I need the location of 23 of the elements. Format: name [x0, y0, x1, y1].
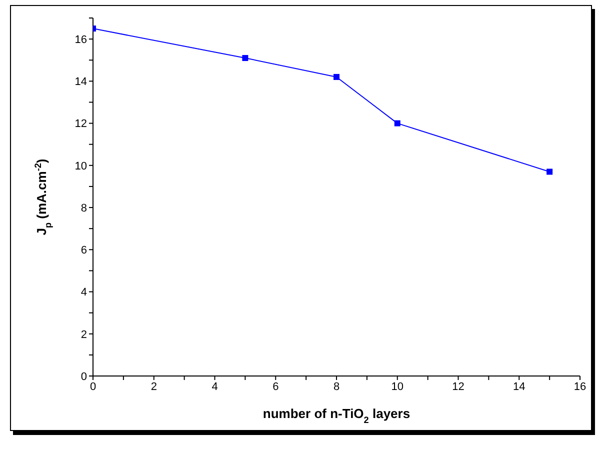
x-tick-label: 6 [272, 380, 279, 393]
y-tick-label: 12 [74, 118, 87, 130]
y-tick-label: 14 [74, 76, 87, 88]
point [334, 74, 340, 80]
point [394, 120, 400, 126]
y-tick-label: 16 [74, 34, 87, 46]
y-tick-label: 4 [80, 286, 87, 299]
y-tick-label: 8 [80, 202, 87, 214]
y-tick-label: 10 [74, 160, 87, 172]
y-tick-label: 6 [80, 244, 87, 257]
x-tick-label: 0 [90, 380, 96, 393]
x-tick-label: 8 [333, 380, 340, 393]
x-axis-title: number of n-TiO$_{2}$ layers [262, 406, 410, 425]
x-tick-label: 2 [150, 380, 157, 393]
x-tick-label: 12 [452, 380, 464, 393]
y-tick-label: 2 [80, 328, 87, 341]
x-tick-label: 4 [212, 380, 218, 393]
point [546, 168, 553, 175]
x-tick-label: 10 [391, 380, 404, 393]
y-tick-label: 0 [80, 370, 87, 383]
x-tick-label: 14 [513, 380, 526, 393]
x-tick-label: 16 [574, 380, 586, 393]
point [242, 55, 248, 62]
